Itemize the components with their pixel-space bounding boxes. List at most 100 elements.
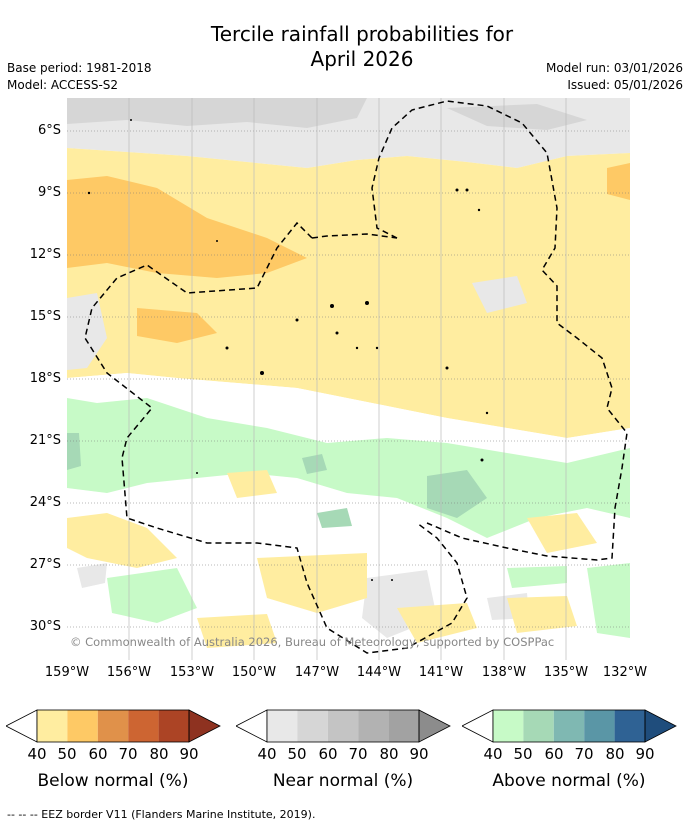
near-normal-region xyxy=(67,98,367,128)
map-copyright: © Commonwealth of Australia 2026, Bureau… xyxy=(70,635,554,649)
cbar-swatch xyxy=(128,710,159,742)
lon-label-153w: 153°W xyxy=(169,665,215,680)
lon-label-150w: 150°W xyxy=(231,665,277,680)
cbar-swatch xyxy=(418,709,451,743)
below-normal-region xyxy=(257,553,367,613)
lat-label-21s: 21°S xyxy=(29,433,61,448)
cbar-swatch xyxy=(97,710,129,742)
lon-label-159w: 159°W xyxy=(44,665,90,680)
above-normal-title: Above normal (%) xyxy=(492,771,646,791)
below-normal-region xyxy=(507,596,577,633)
above-normal-region xyxy=(427,470,487,518)
below-normal-region xyxy=(197,614,277,648)
cbar-swatch xyxy=(297,710,328,742)
cbar3-tick: 40 xyxy=(483,745,503,763)
cbar-swatch xyxy=(327,710,359,742)
lon-label-156w: 156°W xyxy=(106,665,152,680)
cbar1-tick: 60 xyxy=(88,745,108,763)
below-normal-region xyxy=(607,163,630,200)
lat-label-9s: 9°S xyxy=(37,185,61,200)
map-title: Tercile rainfall probabilities for April… xyxy=(150,22,574,72)
above-normal-region xyxy=(587,563,630,638)
cbar3-tick: 50 xyxy=(513,745,533,763)
near-normal-title: Near normal (%) xyxy=(272,771,414,791)
cbar1-tick: 50 xyxy=(57,745,77,763)
near-normal-region xyxy=(472,276,527,313)
below-normal-region xyxy=(527,513,597,553)
cbar-swatch xyxy=(388,710,419,742)
below-normal-region xyxy=(67,176,307,278)
cbar1-tick: 80 xyxy=(149,745,169,763)
lat-label-6s: 6°S xyxy=(37,123,61,138)
probability-map: © Commonwealth of Australia 2026, Bureau… xyxy=(67,98,630,660)
below-normal-region xyxy=(227,470,277,498)
cbar-swatch xyxy=(37,710,68,742)
cbar-swatch xyxy=(493,710,524,742)
cbar-swatch xyxy=(584,710,615,742)
cbar-swatch xyxy=(188,709,221,743)
below-normal-title: Below normal (%) xyxy=(37,771,189,791)
near-normal-region xyxy=(77,563,107,588)
lon-label-138w: 138°W xyxy=(481,665,527,680)
cbar-swatch xyxy=(358,710,389,742)
lat-label-18s: 18°S xyxy=(29,371,61,386)
lon-label-147w: 147°W xyxy=(294,665,340,680)
near-normal-colorbar xyxy=(236,709,451,743)
above-normal-region xyxy=(107,568,197,623)
cbar3-tick: 60 xyxy=(544,745,564,763)
above-normal-colorbar xyxy=(462,709,677,743)
neutral-band xyxy=(67,373,630,458)
cbar-swatch xyxy=(236,709,268,743)
lat-label-12s: 12°S xyxy=(29,247,61,262)
cbar-swatch xyxy=(644,709,677,743)
cbar1-tick: 40 xyxy=(27,745,47,763)
lon-label-132w: 132°W xyxy=(602,665,648,680)
eez-footer-note: -- -- -- EEZ border V11 (Flanders Marine… xyxy=(7,808,316,821)
lon-label-141w: 141°W xyxy=(418,665,464,680)
cbar-swatch xyxy=(6,709,38,743)
above-normal-region xyxy=(317,508,352,528)
cbar-swatch xyxy=(614,710,645,742)
cbar2-tick: 60 xyxy=(318,745,338,763)
lon-label-144w: 144°W xyxy=(356,665,402,680)
lat-label-15s: 15°S xyxy=(29,309,61,324)
cbar3-tick: 90 xyxy=(635,745,655,763)
near-normal-region xyxy=(447,104,587,130)
title-line-1: Tercile rainfall probabilities for xyxy=(210,22,514,46)
cbar-swatch xyxy=(67,710,98,742)
meta-right: Model run: 03/01/2026 Issued: 05/01/2026 xyxy=(546,60,683,94)
lon-label-135w: 135°W xyxy=(543,665,589,680)
cbar2-tick: 50 xyxy=(287,745,307,763)
cbar1-tick: 90 xyxy=(179,745,199,763)
cbar2-tick: 90 xyxy=(409,745,429,763)
cbar2-tick: 40 xyxy=(257,745,277,763)
above-normal-region xyxy=(302,454,327,474)
cbar2-tick: 70 xyxy=(348,745,368,763)
below-normal-region xyxy=(397,603,477,643)
model-run-label: Model run: 03/01/2026 xyxy=(545,61,683,75)
lat-label-27s: 27°S xyxy=(29,557,61,572)
cbar1-tick: 70 xyxy=(118,745,138,763)
base-period-label: Base period: 1981-2018 xyxy=(7,61,152,75)
cbar-swatch xyxy=(553,710,585,742)
graticule xyxy=(67,130,630,628)
eez-border xyxy=(84,100,628,654)
cbar-swatch xyxy=(267,710,298,742)
above-normal-region xyxy=(67,433,81,470)
cbar-swatch xyxy=(158,710,189,742)
islands xyxy=(87,119,489,581)
cbar2-tick: 80 xyxy=(379,745,399,763)
above-normal-region xyxy=(67,398,630,538)
below-normal-region xyxy=(67,513,177,568)
lat-label-24s: 24°S xyxy=(29,495,61,510)
lat-label-30s: 30°S xyxy=(29,619,61,634)
cbar3-tick: 80 xyxy=(605,745,625,763)
issued-label: Issued: 05/01/2026 xyxy=(567,78,683,92)
model-label: Model: ACCESS-S2 xyxy=(7,78,119,92)
above-normal-region xyxy=(507,566,567,588)
cbar3-tick: 70 xyxy=(574,745,594,763)
below-normal-colorbar xyxy=(6,709,221,743)
cbar-swatch xyxy=(462,709,494,743)
cbar-swatch xyxy=(523,710,554,742)
title-line-2: April 2026 xyxy=(310,47,414,71)
